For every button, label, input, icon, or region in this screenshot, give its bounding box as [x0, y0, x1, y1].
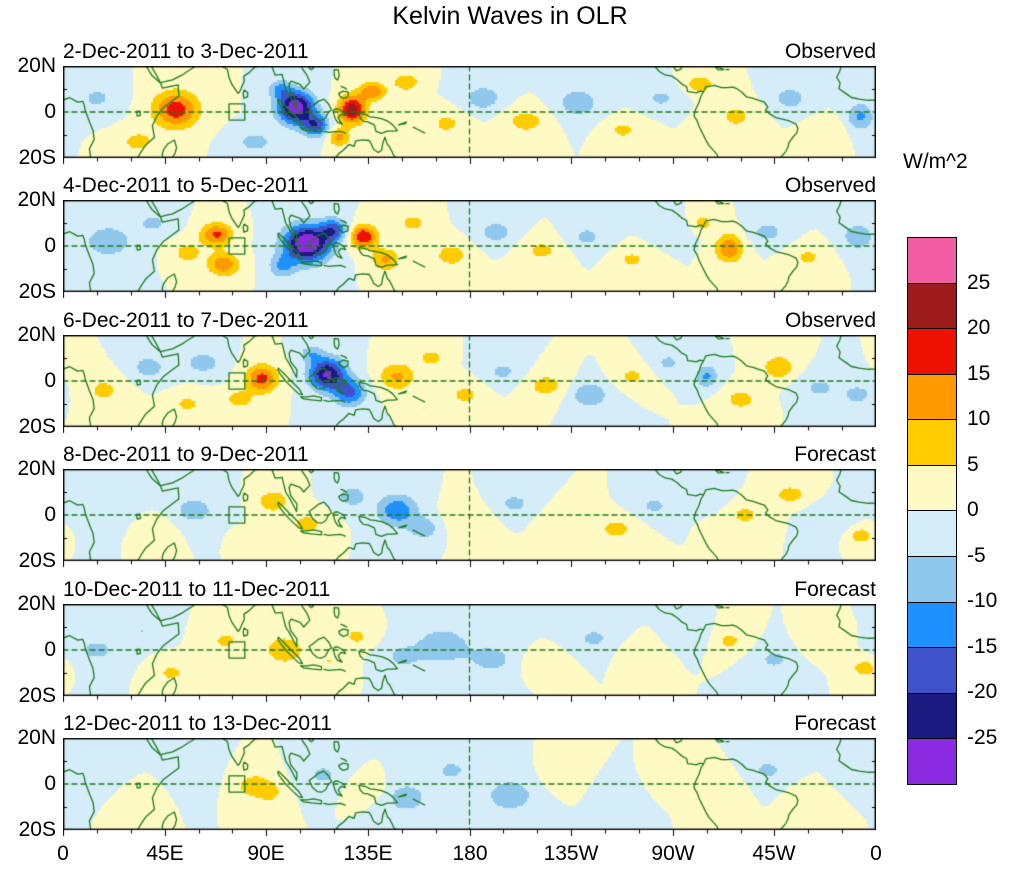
- panel-status-label: Forecast: [794, 578, 876, 601]
- panel-1-header: 2-Dec-2011 to 3-Dec-2011 Observed: [63, 39, 876, 64]
- colorbar-tick-label: -10: [967, 589, 998, 612]
- colorbar-segment: [908, 692, 956, 739]
- colorbar-tick-label: 0: [967, 498, 979, 521]
- x-tick-label: 45W: [752, 842, 796, 865]
- panel-date-range: 4-Dec-2011 to 5-Dec-2011: [63, 174, 309, 197]
- panel-date-range: 8-Dec-2011 to 9-Dec-2011: [63, 443, 309, 466]
- panel-status-label: Forecast: [794, 443, 876, 466]
- colorbar-segment: [908, 738, 956, 784]
- y-tick-label-0: 0: [44, 772, 56, 795]
- panel-4: 8-Dec-2011 to 9-Dec-2011 Forecast 20N 0 …: [17, 443, 876, 572]
- y-tick-label-0: 0: [44, 638, 56, 661]
- panel-status-label: Observed: [784, 40, 876, 63]
- panel-date-range: 12-Dec-2011 to 13-Dec-2011: [63, 712, 332, 735]
- panel-status-label: Observed: [784, 309, 876, 332]
- colorbar-segment: [908, 647, 956, 693]
- colorbar-tick-label: 25: [967, 270, 991, 294]
- y-tick-label-20s: 20S: [18, 146, 56, 169]
- y-tick-label-0: 0: [44, 503, 56, 526]
- colorbar-segment: [908, 464, 956, 511]
- x-tick-label: 45E: [146, 842, 184, 865]
- panel-1: 2-Dec-2011 to 3-Dec-2011 Observed 20N 0 …: [17, 40, 876, 169]
- x-tick-label: 90W: [651, 842, 695, 865]
- colorbar-tick-label: 15: [967, 361, 991, 385]
- y-tick-label-20s: 20S: [18, 684, 56, 707]
- x-tick-label: 180: [452, 842, 488, 865]
- panel-3-header: 6-Dec-2011 to 7-Dec-2011 Observed: [63, 308, 876, 333]
- panel-status-label: Forecast: [794, 712, 876, 735]
- panel-2-header: 4-Dec-2011 to 5-Dec-2011 Observed: [63, 173, 876, 198]
- colorbar-segment: [908, 238, 956, 283]
- colorbar: [907, 237, 957, 785]
- panel-4-header: 8-Dec-2011 to 9-Dec-2011 Forecast: [63, 442, 876, 467]
- y-tick-label-20n: 20N: [17, 592, 56, 615]
- panel-1-map-canvas: [63, 66, 876, 166]
- panel-date-range: 6-Dec-2011 to 7-Dec-2011: [63, 309, 309, 332]
- y-tick-label-20n: 20N: [17, 188, 56, 211]
- panel-5: 10-Dec-2011 to 11-Dec-2011 Forecast 20N …: [17, 578, 876, 707]
- colorbar-segment: [908, 601, 956, 648]
- y-tick-label-20s: 20S: [18, 818, 56, 841]
- colorbar-tick-label: 10: [967, 407, 991, 430]
- colorbar-segment: [908, 556, 956, 602]
- colorbar-segment: [908, 328, 956, 374]
- panel-5-header: 10-Dec-2011 to 11-Dec-2011 Forecast: [63, 577, 876, 602]
- panel-4-map-canvas: [63, 469, 876, 569]
- panel-date-range: 2-Dec-2011 to 3-Dec-2011: [63, 40, 309, 63]
- y-tick-label-0: 0: [44, 100, 56, 123]
- x-tick-label: 135W: [543, 842, 599, 865]
- panel-status-label: Observed: [784, 174, 876, 197]
- colorbar-tick-label: 20: [967, 316, 991, 339]
- panel-date-range: 10-Dec-2011 to 11-Dec-2011: [63, 578, 331, 601]
- y-tick-label-20n: 20N: [17, 323, 56, 346]
- y-tick-label-0: 0: [44, 369, 56, 392]
- panel-2: 4-Dec-2011 to 5-Dec-2011 Observed 20N 0 …: [17, 174, 876, 303]
- panel-6: 12-Dec-2011 to 13-Dec-2011 Forecast 20N …: [17, 712, 876, 841]
- y-tick-label-20n: 20N: [17, 726, 56, 749]
- colorbar-tick-label: -25: [967, 725, 998, 749]
- y-tick-label-0: 0: [44, 234, 56, 257]
- colorbar-tick-label: -20: [967, 680, 998, 703]
- panel-2-map-canvas: [63, 200, 876, 300]
- colorbar-segment: [908, 419, 956, 465]
- colorbar-unit-label: W/m^2: [903, 150, 968, 173]
- x-tick-label: 135E: [343, 842, 393, 865]
- panel-6-header: 12-Dec-2011 to 13-Dec-2011 Forecast: [63, 711, 876, 736]
- panel-3: 6-Dec-2011 to 7-Dec-2011 Observed 20N 0 …: [17, 309, 876, 438]
- y-tick-label-20s: 20S: [18, 415, 56, 438]
- panel-6-map-canvas: [63, 738, 876, 838]
- colorbar-segment: [908, 282, 956, 329]
- colorbar-tick-label: -5: [967, 543, 986, 567]
- y-tick-label-20s: 20S: [18, 549, 56, 572]
- y-tick-label-20n: 20N: [17, 54, 56, 77]
- x-tick-label: 90E: [247, 842, 285, 865]
- colorbar-segment: [908, 373, 956, 420]
- panel-3-map-canvas: [63, 335, 876, 435]
- colorbar-segment: [908, 510, 956, 557]
- colorbar-tick-label: 5: [967, 452, 979, 476]
- x-tick-label: 0: [870, 842, 882, 865]
- chart-title: Kelvin Waves in OLR: [392, 2, 628, 30]
- y-tick-label-20n: 20N: [17, 457, 56, 480]
- colorbar-tick-label: -15: [967, 634, 998, 658]
- x-tick-label: 0: [57, 842, 69, 865]
- panel-5-map-canvas: [63, 604, 876, 704]
- y-tick-label-20s: 20S: [18, 280, 56, 303]
